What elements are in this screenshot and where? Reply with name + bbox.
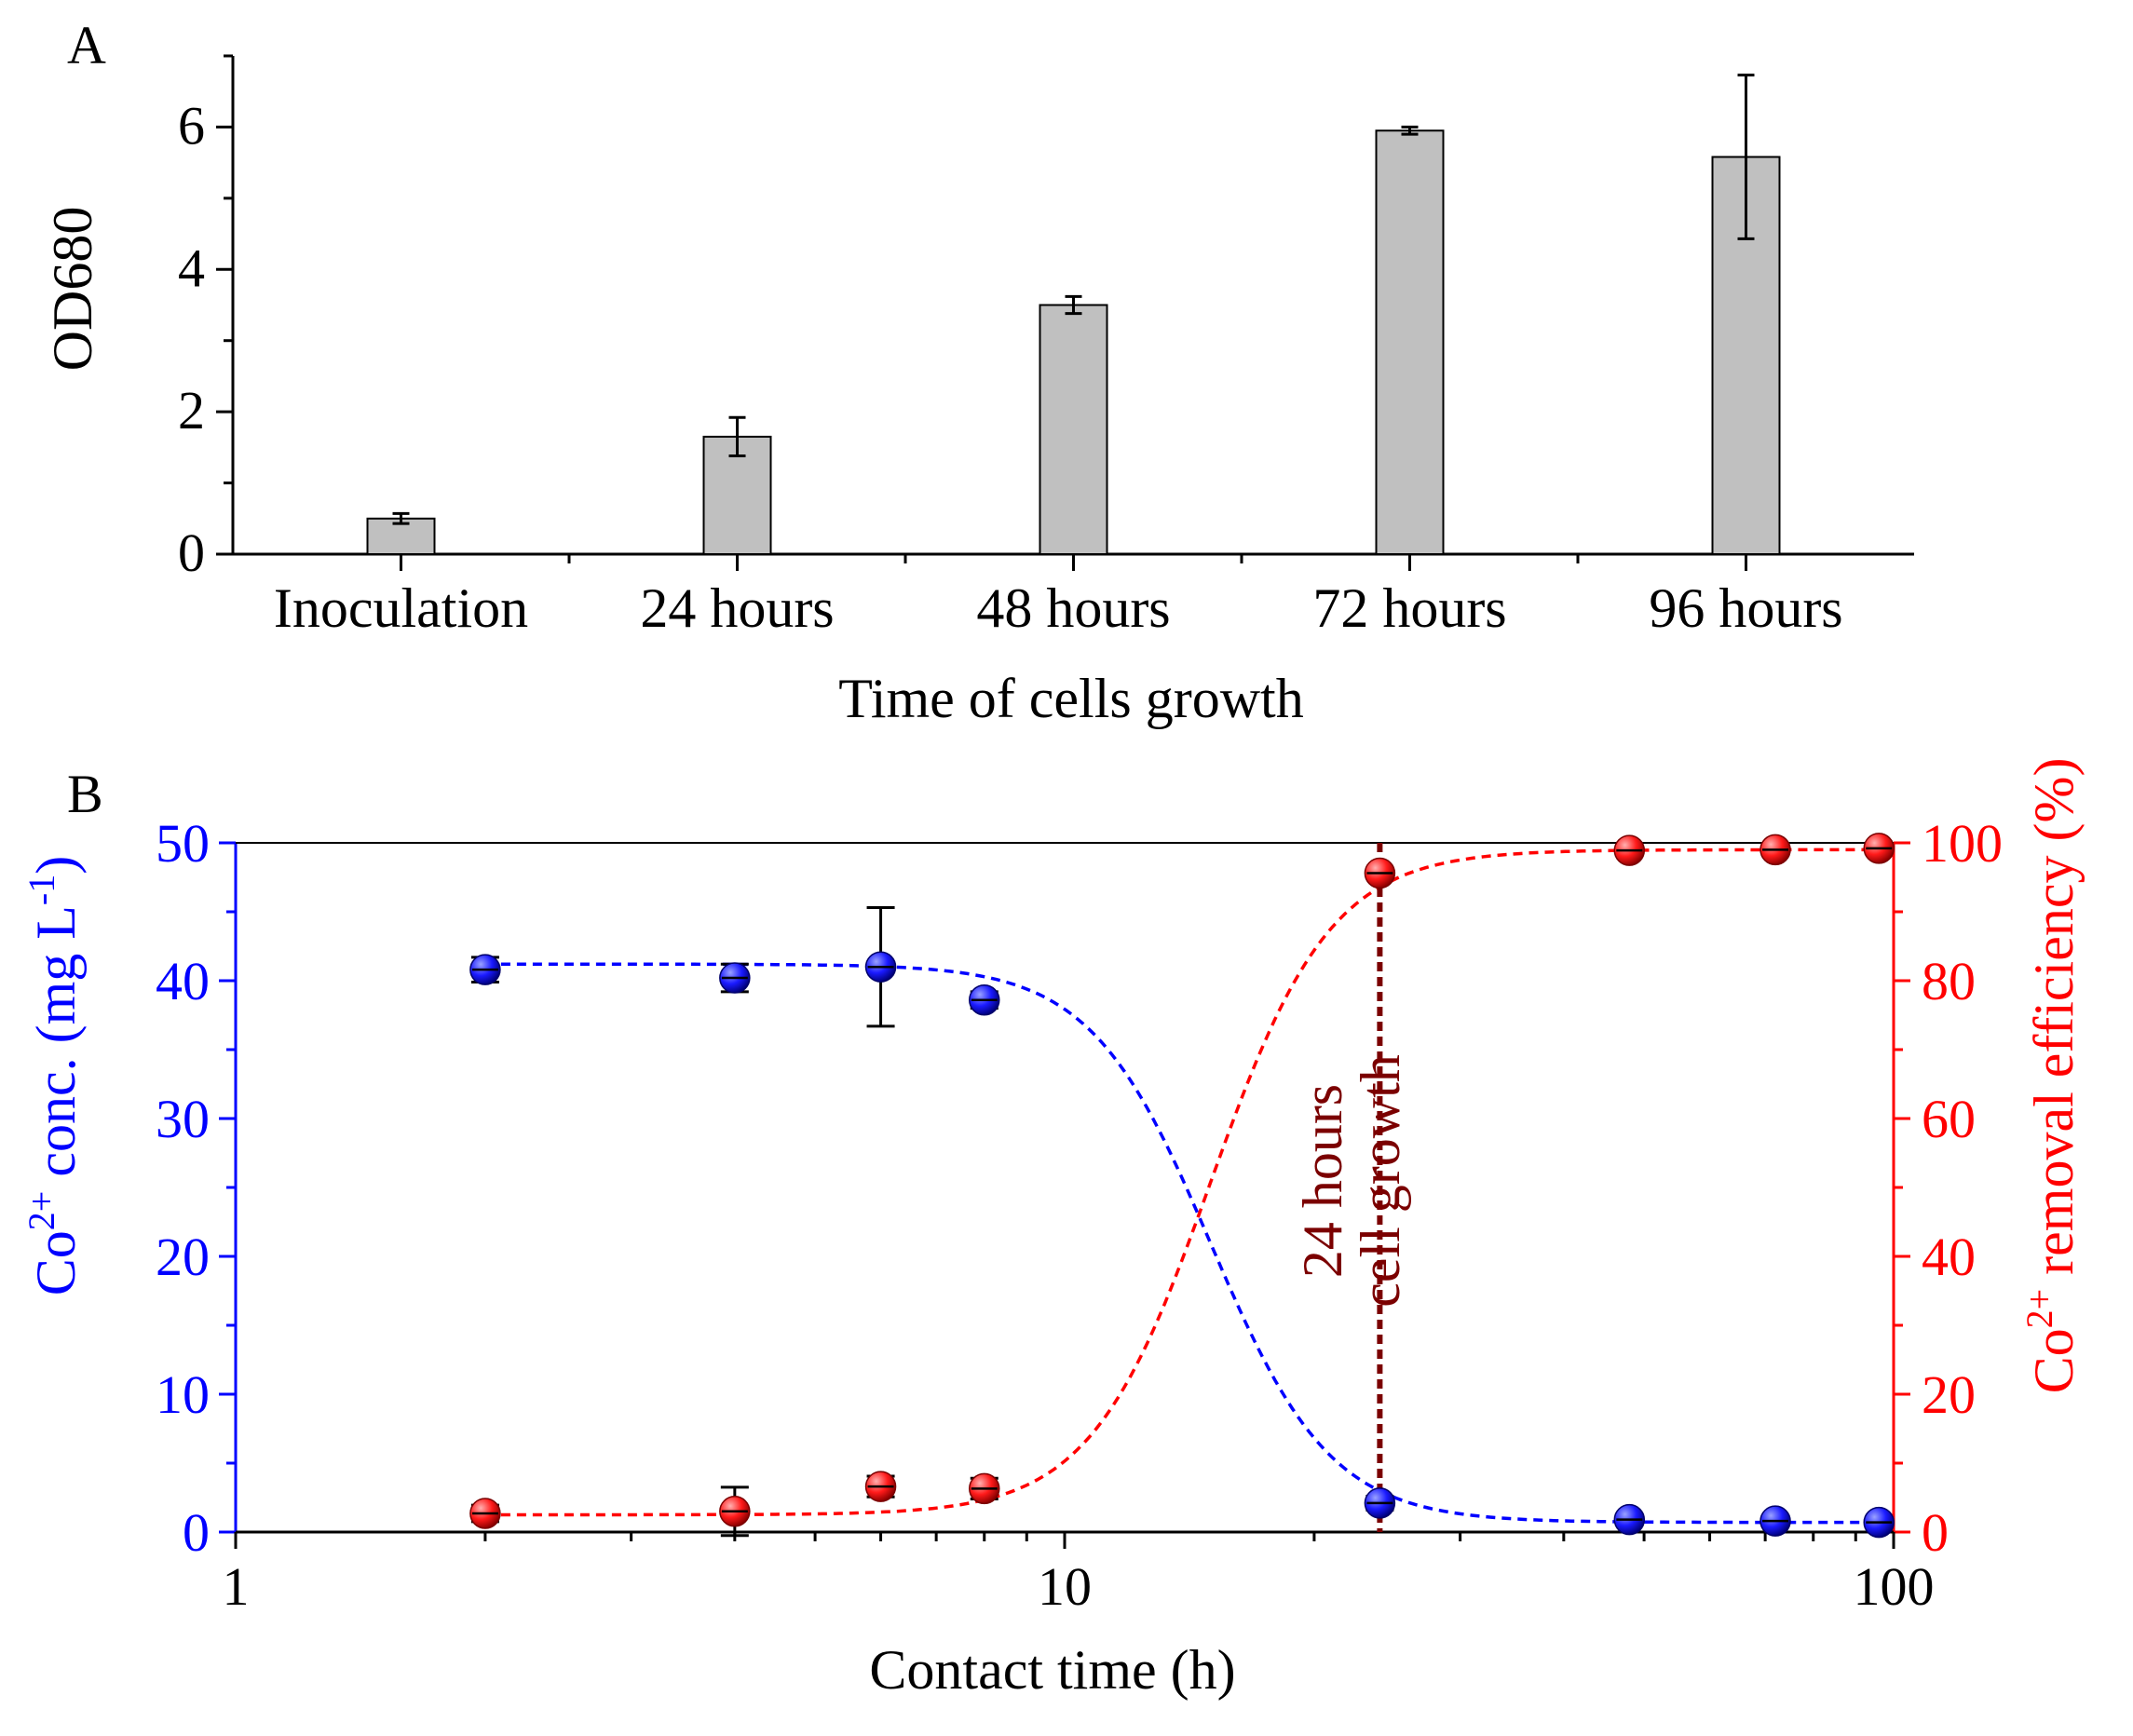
b-marker-annotation-line: cell growth bbox=[1350, 1054, 1411, 1308]
a-x-tick-label: 72 hours bbox=[1312, 577, 1506, 639]
panel-a-label: A bbox=[67, 15, 106, 75]
b-right-tick-label: 40 bbox=[1922, 1227, 1976, 1287]
b-left-tick-label: 30 bbox=[156, 1089, 210, 1149]
b-marker-annotation-line: 24 hours bbox=[1292, 1084, 1353, 1278]
a-x-tick-label: Inoculation bbox=[274, 577, 528, 639]
b-left-tick-label: 10 bbox=[156, 1364, 210, 1425]
left-y-title-mid: conc. (mg L bbox=[25, 905, 87, 1191]
b-right-tick-label: 0 bbox=[1922, 1502, 1949, 1563]
b-left-tick-label: 20 bbox=[156, 1227, 210, 1287]
right-y-title-base: Co bbox=[2023, 1328, 2085, 1393]
left-y-title-base: Co bbox=[25, 1230, 87, 1295]
panel-b-right-y-axis-title: Co2+ removal efficiency (%) bbox=[2018, 758, 2085, 1394]
left-y-title-sup: 2+ bbox=[20, 1191, 62, 1231]
a-bar bbox=[1375, 129, 1445, 555]
b-x-tick-label: 10 bbox=[1038, 1556, 1092, 1617]
b-left-tick-label: 0 bbox=[183, 1502, 210, 1563]
a-y-tick-label: 2 bbox=[178, 380, 205, 441]
b-right-tick-label: 80 bbox=[1922, 951, 1976, 1011]
b-fit-curve-efficiency bbox=[484, 848, 1880, 1517]
b-x-tick-label: 100 bbox=[1854, 1556, 1935, 1617]
a-y-tick-label: 6 bbox=[178, 95, 205, 156]
left-y-title-end: ) bbox=[25, 856, 87, 875]
panel-a-x-axis-title: Time of cells growth bbox=[838, 668, 1303, 729]
b-right-tick-label: 60 bbox=[1922, 1089, 1976, 1149]
b-left-tick-label: 40 bbox=[156, 951, 210, 1011]
panel-a-plot: 0 2 4 6 Inoculation 24 hours 48 hours 72 hours 9… bbox=[178, 54, 1914, 639]
a-x-tick-label: 24 hours bbox=[640, 577, 834, 639]
a-x-tick-label: 48 hours bbox=[976, 577, 1170, 639]
b-fit-curve-concentration bbox=[484, 962, 1880, 1525]
panel-b-left-y-axis-title: Co2+ conc. (mg L-1) bbox=[20, 856, 87, 1295]
b-marker-annotation: 24 hourscell growth bbox=[1292, 1054, 1411, 1308]
a-y-tick-label: 4 bbox=[178, 237, 205, 298]
a-bar bbox=[1039, 304, 1108, 555]
panel-b-x-axis-title: Contact time (h) bbox=[869, 1639, 1235, 1701]
b-right-tick-label: 100 bbox=[1922, 813, 2003, 874]
b-x-tick-label: 1 bbox=[223, 1556, 250, 1617]
panel-b-plot: 0 10 20 30 40 50 0 20 40 60 80 100 1 10 100 24 hourscel… bbox=[156, 813, 2003, 1617]
left-y-title-sup2: -1 bbox=[20, 875, 62, 905]
right-y-title-end: removal efficiency (%) bbox=[2023, 758, 2085, 1289]
b-left-tick-label: 50 bbox=[156, 813, 210, 874]
panel-b-label: B bbox=[67, 764, 103, 824]
panel-a-y-axis-title: OD680 bbox=[42, 207, 103, 372]
b-right-tick-label: 20 bbox=[1922, 1364, 1976, 1425]
a-x-tick-label: 96 hours bbox=[1649, 577, 1842, 639]
a-y-tick-label: 0 bbox=[178, 522, 205, 583]
right-y-title-sup: 2+ bbox=[2018, 1289, 2060, 1329]
